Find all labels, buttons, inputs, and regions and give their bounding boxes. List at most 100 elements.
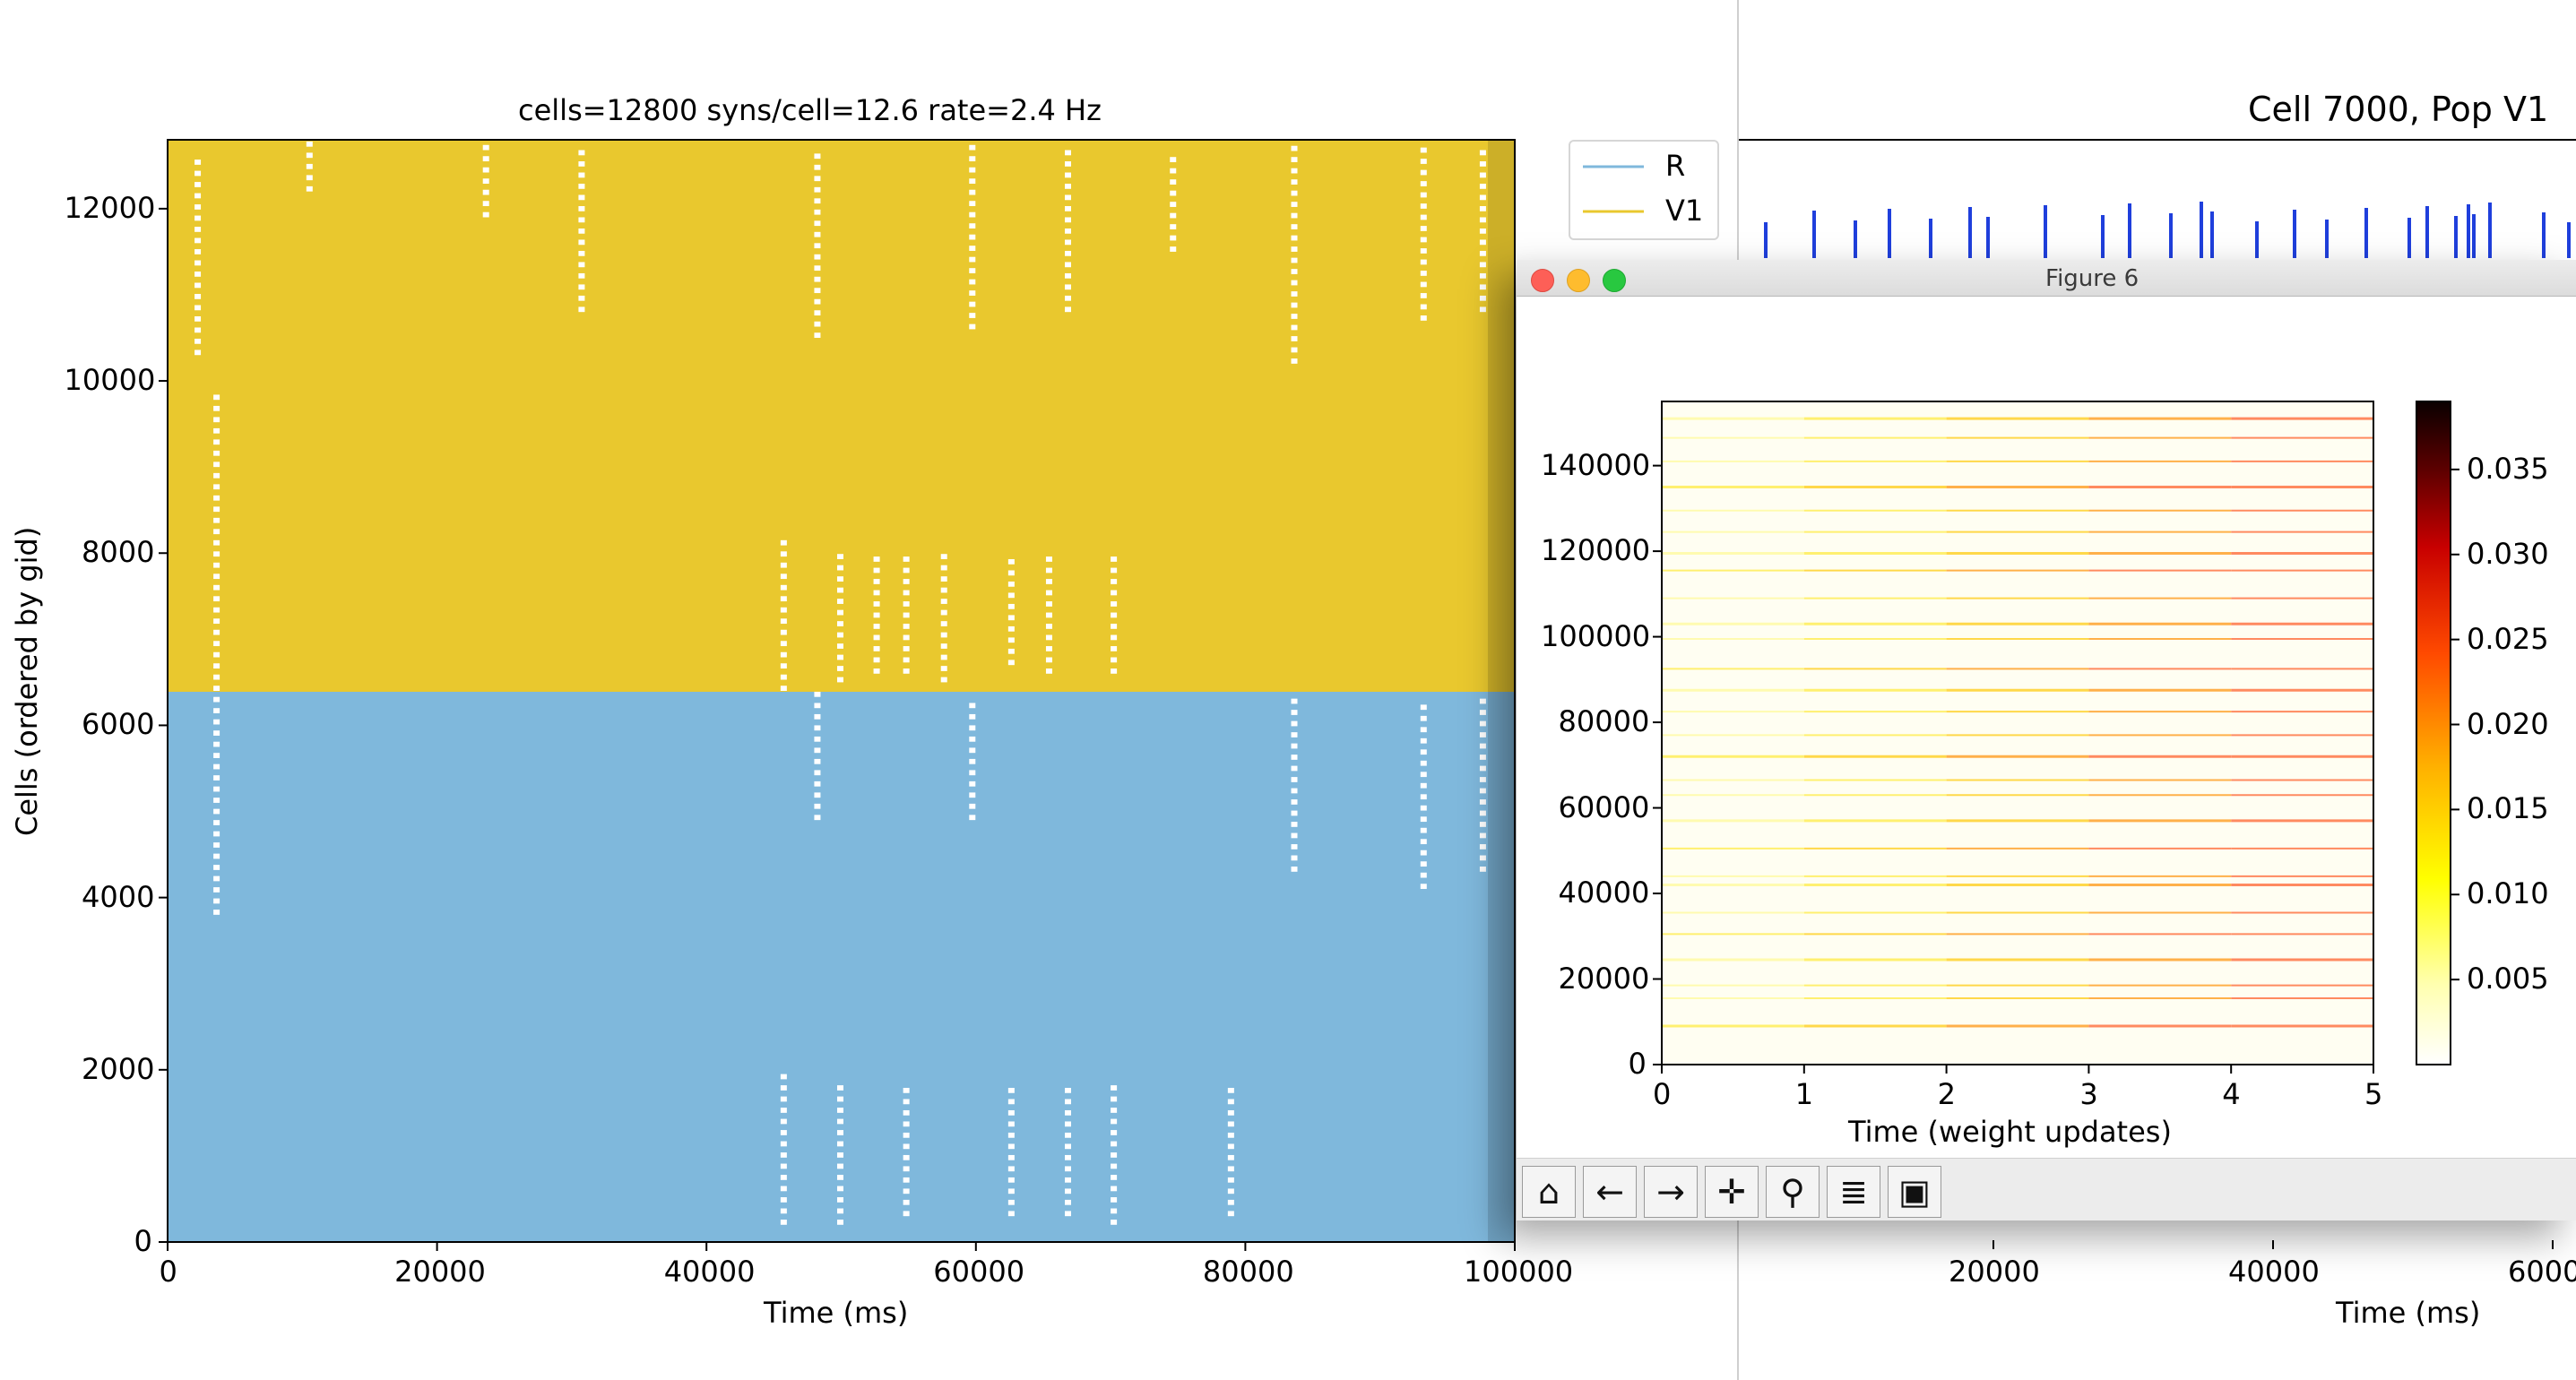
raster-gap-mark xyxy=(873,657,880,663)
raster-gap-mark xyxy=(482,189,489,195)
colorbar-tick-label: 0.025 xyxy=(2467,621,2549,656)
save-icon: ▣ xyxy=(1898,1172,1931,1212)
figure-6-window[interactable]: Figure 6 Time (weight updates) ⌂ ← → ✛ ⚲ ≣ ▣ xyxy=(1517,260,2576,1220)
raster-gap-mark xyxy=(903,1109,910,1116)
raster-gap-mark xyxy=(1045,556,1052,562)
raster-gap-mark xyxy=(1420,237,1427,243)
raster-xtick-label: 0 xyxy=(159,1255,177,1289)
raster-gap-mark xyxy=(873,590,880,596)
raster-gap-mark xyxy=(969,189,976,195)
raster-gap-mark xyxy=(194,315,202,322)
raster-gap-mark xyxy=(940,643,947,649)
raster-gap-mark xyxy=(213,719,220,725)
raster-xtick-label: 40000 xyxy=(663,1255,756,1289)
raster-gap-mark xyxy=(1479,844,1486,850)
raster-gap-mark xyxy=(969,323,976,330)
raster-gap-mark xyxy=(903,1188,910,1195)
pan-button[interactable]: ✛ xyxy=(1705,1166,1759,1218)
raster-gap-mark xyxy=(1064,1099,1071,1105)
raster-gap-mark xyxy=(1420,704,1427,711)
save-button[interactable]: ▣ xyxy=(1888,1166,1941,1218)
raster-gap-mark xyxy=(213,741,220,747)
raster-gap-mark xyxy=(213,629,220,635)
raster-gap-mark xyxy=(1420,169,1427,176)
heatmap-xtick-label: 0 xyxy=(1653,1077,1672,1111)
raster-gap-mark xyxy=(1420,214,1427,220)
raster-gap-mark xyxy=(213,820,220,825)
raster-gap-mark xyxy=(836,1085,843,1091)
raster-gap-mark xyxy=(836,1208,843,1214)
forward-arrow-icon: → xyxy=(1656,1172,1685,1212)
raster-gap-mark xyxy=(1111,1108,1118,1113)
raster-gap-mark xyxy=(969,223,976,229)
window-titlebar[interactable]: Figure 6 xyxy=(1517,260,2576,297)
raster-gap-mark xyxy=(578,239,585,246)
raster-gap-mark xyxy=(1291,788,1298,794)
weight-heatmap xyxy=(1653,401,2459,1074)
raster-gap-mark xyxy=(903,1211,910,1217)
raster-gap-mark xyxy=(1064,161,1071,167)
raster-gap-mark xyxy=(1007,625,1015,632)
raster-gap-mark xyxy=(1227,1199,1234,1205)
raster-gap-mark xyxy=(1111,556,1118,562)
raster-gap-mark xyxy=(213,495,220,501)
raster-gap-mark xyxy=(213,529,220,535)
zoom-window-button[interactable] xyxy=(1603,269,1626,292)
forward-arrow-button[interactable]: → xyxy=(1644,1166,1698,1218)
raster-gap-mark xyxy=(969,211,976,218)
raster-gap-mark xyxy=(213,427,220,434)
raster-gap-mark xyxy=(1111,1118,1118,1125)
raster-gap-mark xyxy=(814,321,821,327)
colorbar-tick-label: 0.030 xyxy=(2467,536,2549,571)
raster-gap-mark xyxy=(780,1208,787,1214)
raster-gap-mark xyxy=(836,609,843,616)
raster-gap-mark xyxy=(1479,250,1486,256)
raster-xtick-label: 100000 xyxy=(1464,1255,1574,1289)
raster-gap-mark xyxy=(814,198,821,204)
raster-gap-mark xyxy=(780,1130,787,1135)
raster-gap-mark xyxy=(814,703,821,709)
raster-r-region xyxy=(168,692,1515,1242)
raster-gap-mark xyxy=(1007,615,1015,621)
raster-ytick-label: 10000 xyxy=(64,363,156,398)
raster-gap-mark xyxy=(1045,590,1052,596)
minimize-window-button[interactable] xyxy=(1567,269,1590,292)
zoom-button[interactable]: ⚲ xyxy=(1766,1166,1820,1218)
raster-gap-mark xyxy=(969,736,976,742)
cell-trace-xlabel: Time (ms) xyxy=(2336,1296,2481,1330)
raster-gap-mark xyxy=(1291,698,1298,704)
raster-gap-mark xyxy=(969,156,976,162)
raster-gap-mark xyxy=(1291,280,1298,286)
raster-gap-mark xyxy=(1291,145,1298,151)
raster-gap-mark xyxy=(836,1108,843,1113)
raster-gap-mark xyxy=(482,167,489,173)
colorbar-tick-label: 0.015 xyxy=(2467,791,2549,826)
raster-gap-mark xyxy=(1479,832,1486,839)
raster-gap-mark xyxy=(482,144,489,151)
raster-gap-mark xyxy=(1064,172,1071,178)
raster-gap-mark xyxy=(213,618,220,625)
configure-subplots-button[interactable]: ≣ xyxy=(1827,1166,1880,1218)
raster-ytick-label: 0 xyxy=(134,1224,152,1258)
raster-gap-mark xyxy=(213,831,220,837)
raster-gap-mark xyxy=(780,1197,787,1203)
raster-gap-mark xyxy=(1420,159,1427,164)
close-window-button[interactable] xyxy=(1531,269,1554,292)
raster-gap-mark xyxy=(1291,855,1298,861)
raster-gap-mark xyxy=(1420,147,1427,153)
home-button[interactable]: ⌂ xyxy=(1522,1166,1576,1218)
raster-gap-mark xyxy=(836,632,843,638)
raster-gap-mark xyxy=(213,808,220,815)
raster-gap-mark xyxy=(1064,1143,1071,1150)
raster-gap-mark xyxy=(1479,272,1486,279)
raster-gap-mark xyxy=(780,596,787,602)
raster-gap-mark xyxy=(1291,720,1298,727)
raster-gap-mark xyxy=(194,227,202,232)
raster-gap-mark xyxy=(1007,1211,1015,1217)
raster-gap-mark xyxy=(213,875,220,882)
spike-trace xyxy=(1764,202,2571,258)
raster-gap-mark xyxy=(1420,226,1427,231)
raster-gap-mark xyxy=(873,634,880,641)
back-arrow-button[interactable]: ← xyxy=(1583,1166,1637,1218)
raster-gap-mark xyxy=(780,584,787,591)
